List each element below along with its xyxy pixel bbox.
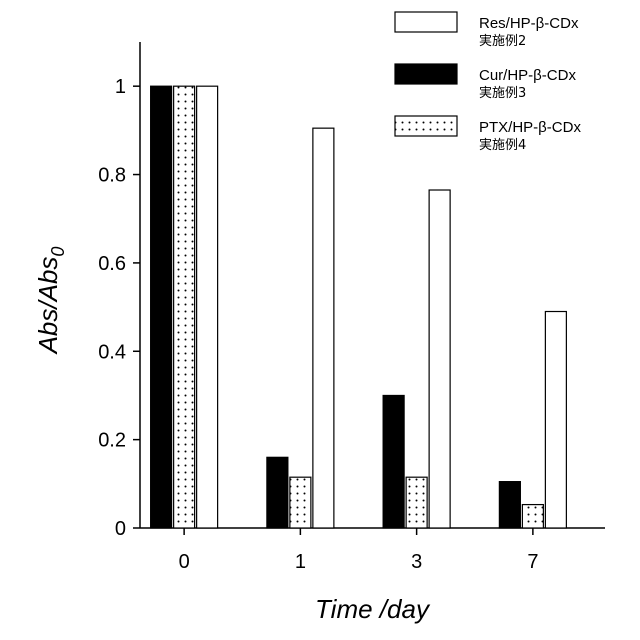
bar <box>383 395 404 528</box>
y-tick-label: 0.2 <box>98 430 126 452</box>
y-tick-label: 1 <box>115 76 126 98</box>
legend-swatch <box>395 64 457 84</box>
legend-entry-note: 実施例4 <box>479 137 526 153</box>
legend-swatch <box>395 116 457 136</box>
bar <box>151 86 172 528</box>
y-axis-title: Abs/Abs0 <box>33 247 68 356</box>
x-tick-label: 3 <box>411 551 422 573</box>
bar <box>522 505 543 528</box>
x-tick-label: 7 <box>527 551 538 573</box>
bar <box>545 312 566 528</box>
legend-swatch <box>395 12 457 32</box>
bar <box>197 86 218 528</box>
legend-entry-name: Res/HP-β-CDx <box>479 15 579 32</box>
bar <box>429 190 450 528</box>
x-tick-label: 1 <box>295 551 306 573</box>
y-tick-label: 0.4 <box>98 341 126 363</box>
bar <box>406 477 427 528</box>
x-axis-title: Time /day <box>315 594 431 624</box>
bar <box>499 482 520 528</box>
bar <box>290 477 311 528</box>
legend-entry-name: PTX/HP-β-CDx <box>479 119 581 136</box>
legend-entry-note: 実施例3 <box>479 85 526 101</box>
y-tick-label: 0 <box>115 518 126 540</box>
legend-entry-name: Cur/HP-β-CDx <box>479 67 576 84</box>
y-tick-label: 0.8 <box>98 165 126 187</box>
bar <box>313 128 334 528</box>
legend: Res/HP-β-CDx実施例2 Cur/HP-β-CDx実施例3 PTX/HP-β… <box>395 12 581 153</box>
bar <box>174 86 195 528</box>
y-axis-title-main: Abs/Abs <box>33 257 63 356</box>
legend-entry-note: 実施例2 <box>479 33 526 49</box>
y-axis-title-subscript: 0 <box>48 247 68 257</box>
bar <box>267 457 288 528</box>
y-tick-label: 0.6 <box>98 253 126 275</box>
x-tick-label: 0 <box>179 551 190 573</box>
